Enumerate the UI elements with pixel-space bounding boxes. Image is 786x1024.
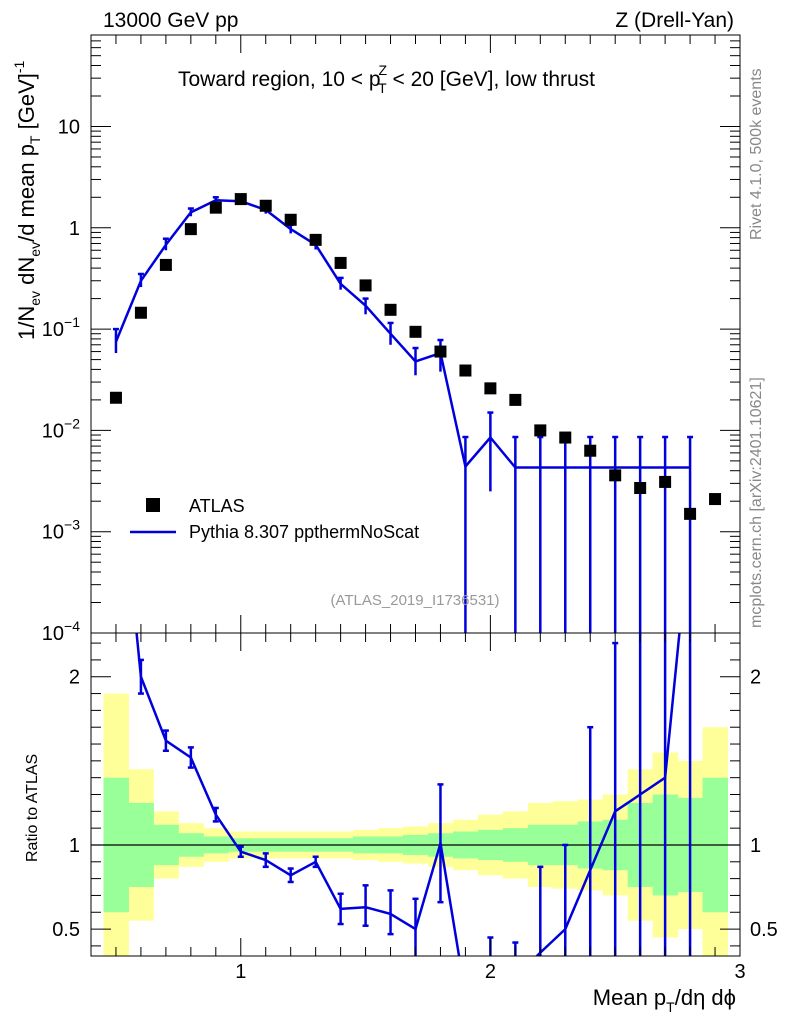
xlabel-part-2: /dη dϕ [675,985,736,1010]
atlas-data-point [259,199,272,212]
xlabel-part-1: Mean p [593,985,666,1010]
energy-label: 13000 GeV pp [103,9,238,32]
ratio-uncertainty-bands [91,693,740,956]
main-y-tick-label: 10−2 [42,415,80,442]
title-subscript: T [378,80,387,96]
main-title: Toward region, 10 < pZ T < 20 [GeV], low … [178,62,595,96]
main-y-tick-label: 1 [69,218,80,240]
mcplots-reference-label: mcplots.cern.ch [arXiv:2401.10621] [748,377,765,628]
atlas-data-point [434,345,447,358]
ylabel-sub-3: T [27,135,43,144]
ylabel-sub-2: ev [27,242,43,257]
ratio-y-tick-label-right: 1 [750,835,761,857]
process-label: Z (Drell-Yan) [615,9,734,32]
ylabel-sub-1: ev [27,291,43,306]
ratio-y-tick-label: 0.5 [52,919,80,941]
ratio-y-tick-label-right: 0.5 [750,919,778,941]
atlas-data-point [309,233,322,246]
title-prefix: Toward region, 10 < p [178,68,381,91]
analysis-tag: (ATLAS_2019_I1736531) [330,592,499,609]
main-y-tick-label: 10 [58,116,80,138]
legend-marker-atlas [146,498,160,512]
x-tick-label: 2 [485,961,496,983]
ylabel-part-1: 1/N [14,306,39,340]
atlas-data-point [334,256,347,269]
ratio-panel-frame [90,632,741,957]
ratio-y-tick-labels: 0.5 0.5 1 1 2 2 [52,667,778,941]
ylabel-part-4: [GeV] [14,73,39,135]
atlas-data-point [109,391,122,404]
x-tick-label: 1 [235,961,246,983]
title-superscript: Z [379,62,388,78]
atlas-data-point [159,258,172,271]
atlas-data-point [409,325,422,338]
legend-label-pythia: Pythia 8.307 ppthermNoScat [189,522,419,542]
main-panel: 10 1 10−1 10−2 10−3 10−4 Toward region, 10 < … [11,34,741,645]
atlas-data-point [609,469,622,482]
atlas-data-point [459,364,472,377]
ratio-y-tick-label: 1 [69,835,80,857]
ratio-y-tick-label: 2 [69,667,80,689]
ylabel-superscript: -1 [11,60,27,73]
main-y-tick-labels: 10 1 10−1 10−2 10−3 10−4 [42,116,80,645]
ratio-panel: 0.5 0.5 1 1 2 2 1 2 3 Ratio to ATLAS Mean pT/dη… [24,632,778,1015]
atlas-data-point [659,475,672,488]
ylabel-part-2: dN [14,257,39,291]
ratio-curve [135,633,681,956]
ratio-y-axis-label: Ratio to ATLAS [24,754,41,862]
atlas-data-point [359,279,372,292]
atlas-data-point [184,223,197,236]
ylabel-part-3: /d mean p [14,144,39,242]
xlabel-sub-1: T [666,999,675,1015]
legend-label-atlas: ATLAS [189,496,245,516]
atlas-data-point [709,493,722,506]
x-tick-labels: 1 2 3 [235,961,745,983]
atlas-data-point [134,306,147,319]
atlas-data-point [284,213,297,226]
ratio-data-layer [135,633,692,956]
atlas-data-point [584,444,597,457]
main-y-tick-label: 10−3 [42,517,80,544]
main-y-tick-label: 10−4 [42,618,80,645]
atlas-data-point [484,382,497,395]
legend: ATLAS Pythia 8.307 ppthermNoScat [130,496,419,542]
atlas-data-point [234,193,247,206]
atlas-data-point [684,507,697,520]
x-tick-label: 3 [734,961,745,983]
ratio-y-tick-label-right: 2 [750,667,761,689]
atlas-data-point [559,431,572,444]
rivet-version-label: Rivet 4.1.0, 500k events [748,68,765,240]
main-y-axis-label: 1/Nev dNev/d mean pT [GeV]-1 [11,60,43,340]
atlas-data-point [509,393,522,406]
main-y-tick-label: 10−1 [42,314,80,341]
atlas-data-point [534,424,547,437]
atlas-data-point [384,303,397,316]
title-suffix: < 20 [GeV], low thrust [387,68,596,91]
atlas-data-point [209,201,222,214]
atlas-data-point [634,481,647,494]
pythia-curve [114,199,691,469]
x-axis-label: Mean pT/dη dϕ [593,985,736,1015]
main-data-layer [109,193,722,633]
